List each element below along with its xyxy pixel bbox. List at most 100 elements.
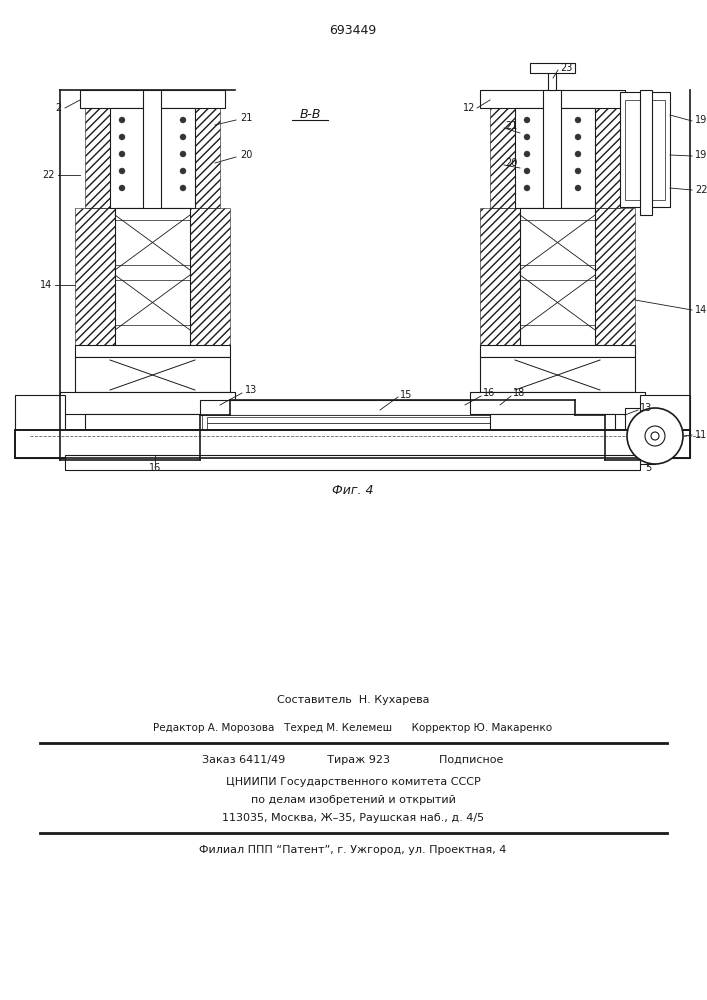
Bar	[65, 455, 640, 470]
Bar	[622, 94, 668, 205]
Text: 693449: 693449	[329, 23, 377, 36]
Bar	[75, 357, 110, 392]
Bar	[640, 395, 690, 458]
Bar	[200, 430, 575, 442]
Bar	[628, 410, 652, 462]
Bar	[480, 345, 520, 357]
Bar	[15, 430, 690, 458]
Bar	[480, 90, 515, 108]
Circle shape	[119, 168, 125, 174]
Bar	[480, 430, 690, 458]
Bar	[480, 357, 515, 392]
Bar	[155, 430, 480, 458]
Text: 20: 20	[240, 150, 252, 160]
Bar	[60, 392, 235, 414]
Circle shape	[524, 134, 530, 140]
Bar	[585, 414, 615, 432]
Bar	[480, 345, 635, 357]
Circle shape	[524, 151, 530, 157]
Bar	[15, 430, 155, 458]
Circle shape	[119, 117, 125, 123]
Bar	[80, 90, 225, 108]
Circle shape	[524, 117, 530, 123]
Bar	[15, 430, 690, 458]
Text: 14: 14	[695, 305, 707, 315]
Bar	[490, 414, 615, 432]
Circle shape	[119, 134, 125, 140]
Text: 16: 16	[483, 388, 495, 398]
Bar	[15, 430, 690, 458]
Bar	[190, 345, 230, 357]
Text: Составитель  Н. Кухарева: Составитель Н. Кухарева	[276, 695, 429, 705]
Bar	[70, 432, 630, 454]
Text: по делам изобретений и открытий: по делам изобретений и открытий	[250, 795, 455, 805]
Bar	[530, 63, 548, 73]
Bar	[180, 414, 210, 432]
Text: B-B: B-B	[299, 108, 321, 121]
Bar	[75, 345, 230, 357]
Circle shape	[575, 134, 581, 140]
Bar	[190, 208, 230, 348]
Text: 23: 23	[560, 63, 573, 73]
Bar	[490, 414, 520, 432]
Text: 19: 19	[695, 115, 707, 125]
Circle shape	[575, 117, 581, 123]
Circle shape	[651, 432, 659, 440]
Bar	[143, 90, 161, 220]
Bar	[85, 414, 210, 432]
Bar	[625, 408, 655, 464]
Circle shape	[524, 168, 530, 174]
Text: 12: 12	[462, 103, 475, 113]
Bar	[190, 90, 225, 108]
Circle shape	[524, 185, 530, 191]
Text: 22: 22	[42, 170, 55, 180]
Bar	[558, 63, 575, 73]
Text: 21: 21	[505, 121, 518, 131]
Circle shape	[575, 185, 581, 191]
Text: 19: 19	[695, 150, 707, 160]
Circle shape	[575, 168, 581, 174]
Bar	[480, 208, 520, 348]
Bar	[625, 408, 655, 464]
Circle shape	[180, 117, 186, 123]
Bar	[515, 108, 595, 208]
Circle shape	[180, 134, 186, 140]
Bar	[548, 68, 556, 90]
Bar	[195, 108, 220, 208]
Bar	[200, 400, 575, 415]
Bar	[75, 208, 115, 348]
Text: Филиал ППП “Патент”, г. Ужгород, ул. Проектная, 4: Филиал ППП “Патент”, г. Ужгород, ул. Про…	[199, 845, 507, 855]
Circle shape	[575, 151, 581, 157]
Bar	[60, 392, 115, 414]
Text: 13: 13	[245, 385, 257, 395]
Bar	[207, 423, 572, 429]
Bar	[620, 92, 670, 207]
Circle shape	[180, 168, 186, 174]
Bar	[520, 208, 595, 348]
Bar	[590, 90, 625, 108]
Text: 16: 16	[149, 463, 161, 473]
Text: 18: 18	[513, 388, 525, 398]
Bar	[625, 100, 665, 200]
Circle shape	[645, 426, 665, 446]
Text: Редактор А. Морозова   Техред М. Келемеш      Корректор Ю. Макаренко: Редактор А. Морозова Техред М. Келемеш К…	[153, 723, 553, 733]
Bar	[65, 455, 640, 470]
Bar	[480, 90, 625, 108]
Bar	[200, 430, 575, 442]
Circle shape	[119, 151, 125, 157]
Bar	[110, 108, 195, 208]
Bar	[470, 392, 525, 414]
Bar	[15, 395, 65, 458]
Bar	[85, 414, 115, 432]
Bar	[640, 90, 652, 215]
Text: 21: 21	[240, 113, 252, 123]
Bar	[80, 90, 115, 108]
Bar	[200, 400, 575, 415]
Bar	[180, 392, 235, 414]
Bar	[202, 415, 573, 430]
Bar	[68, 457, 637, 468]
Bar	[490, 108, 515, 208]
Bar	[480, 357, 635, 392]
Text: 113035, Москва, Ж–35, Раушская наб., д. 4/5: 113035, Москва, Ж–35, Раушская наб., д. …	[222, 813, 484, 823]
Bar	[85, 108, 110, 208]
